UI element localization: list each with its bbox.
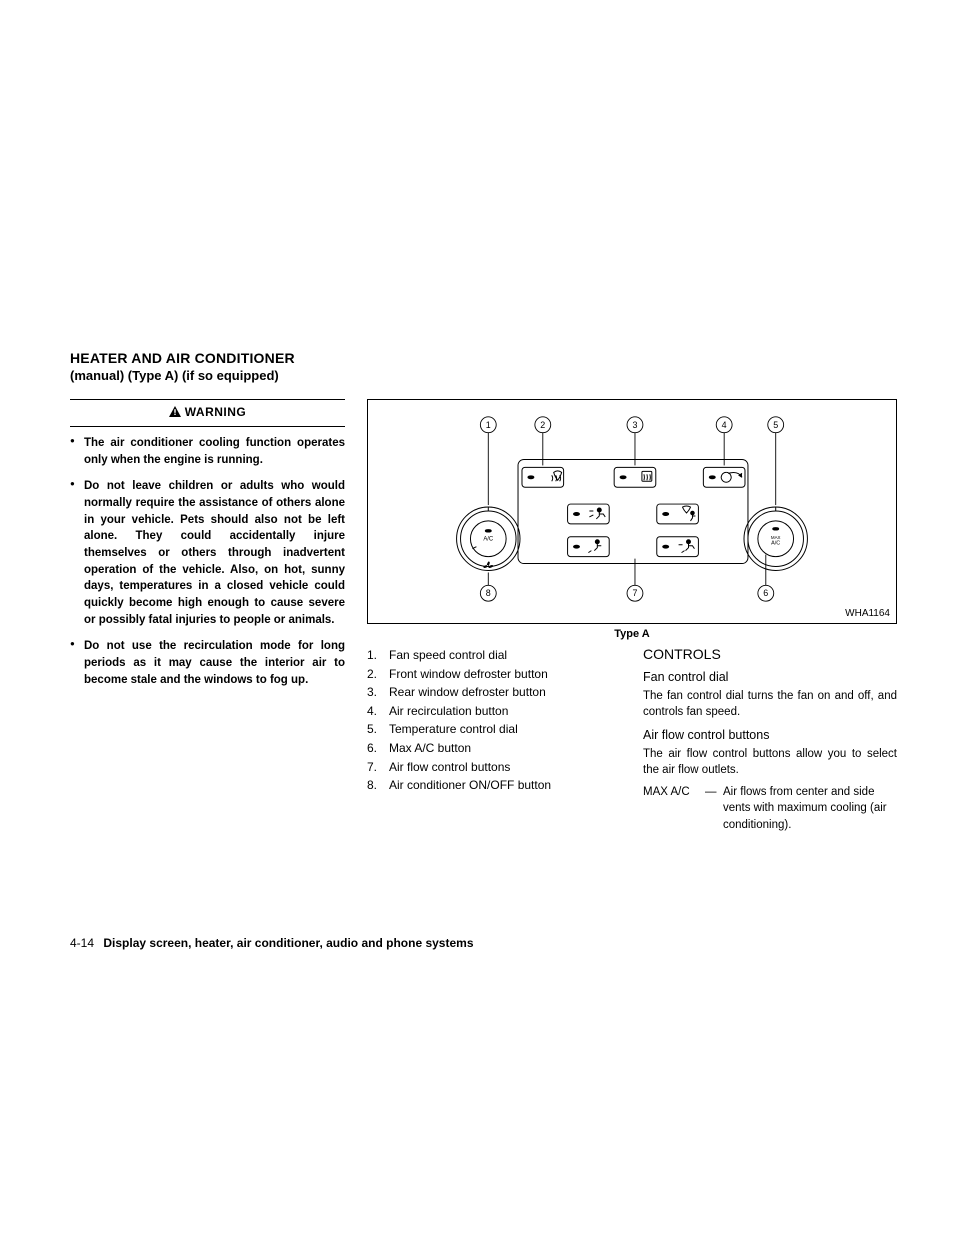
svg-text:6: 6 [763,588,768,598]
page-number: 4-14 [70,936,94,950]
warning-item: Do not leave children or adults who woul… [70,478,345,628]
svg-text:A/C: A/C [483,537,494,543]
svg-text:3: 3 [632,420,637,430]
legend-item: 1.Fan speed control dial [367,646,621,665]
diagram-code: WHA1164 [845,608,890,619]
heading-subtitle: (manual) (Type A) (if so equipped) [70,368,884,383]
lower-columns: 1.Fan speed control dial 2.Front window … [367,646,897,833]
def-key: MAX A/C [643,784,705,832]
footer-title: Display screen, heater, air conditioner,… [103,936,473,950]
heading-title: HEATER AND AIR CONDITIONER [70,350,884,366]
svg-text:2: 2 [540,420,545,430]
svg-text:A/C: A/C [771,541,780,547]
legend-item: 2.Front window defroster button [367,665,621,684]
warning-item: The air conditioner cooling function ope… [70,435,345,468]
legend-item: 6.Max A/C button [367,739,621,758]
def-sep: — [705,784,723,832]
fan-paragraph: The fan control dial turns the fan on an… [643,688,897,720]
svg-text:1: 1 [486,420,491,430]
legend-item: 7.Air flow control buttons [367,758,621,777]
legend-item: 4.Air recirculation button [367,702,621,721]
content-columns: WARNING The air conditioner cooling func… [70,399,884,833]
svg-text:4: 4 [722,420,727,430]
right-column: A/C MAX [367,399,897,833]
controls-heading: CONTROLS [643,646,897,662]
svg-text:MAX: MAX [771,535,781,540]
warning-list: The air conditioner cooling function ope… [70,435,345,688]
manual-page: HEATER AND AIR CONDITIONER (manual) (Typ… [0,0,954,1235]
warning-item: Do not use the recirculation mode for lo… [70,638,345,688]
airflow-heading: Air flow control buttons [643,728,897,742]
svg-text:8: 8 [486,588,491,598]
diagram-caption: Type A [367,628,897,640]
legend-item: 5.Temperature control dial [367,720,621,739]
legend-item: 3.Rear window defroster button [367,683,621,702]
hvac-diagram: A/C MAX [368,400,896,623]
section-heading: HEATER AND AIR CONDITIONER (manual) (Typ… [70,350,884,383]
diagram-frame: A/C MAX [367,399,897,624]
legend-item: 8.Air conditioner ON/OFF button [367,776,621,795]
def-value: Air flows from center and side vents wit… [723,784,897,832]
warning-heading-box: WARNING [70,399,345,427]
page-footer: 4-14 Display screen, heater, air conditi… [70,936,474,950]
legend-column: 1.Fan speed control dial 2.Front window … [367,646,621,833]
warning-icon [169,404,181,422]
legend-list: 1.Fan speed control dial 2.Front window … [367,646,621,795]
controls-column: CONTROLS Fan control dial The fan contro… [643,646,897,833]
svg-text:7: 7 [632,588,637,598]
warning-label: WARNING [185,405,247,419]
left-column: WARNING The air conditioner cooling func… [70,399,345,833]
fan-heading: Fan control dial [643,670,897,684]
svg-text:5: 5 [773,420,778,430]
airflow-paragraph: The air flow control buttons allow you t… [643,746,897,778]
maxac-definition: MAX A/C — Air flows from center and side… [643,784,897,832]
